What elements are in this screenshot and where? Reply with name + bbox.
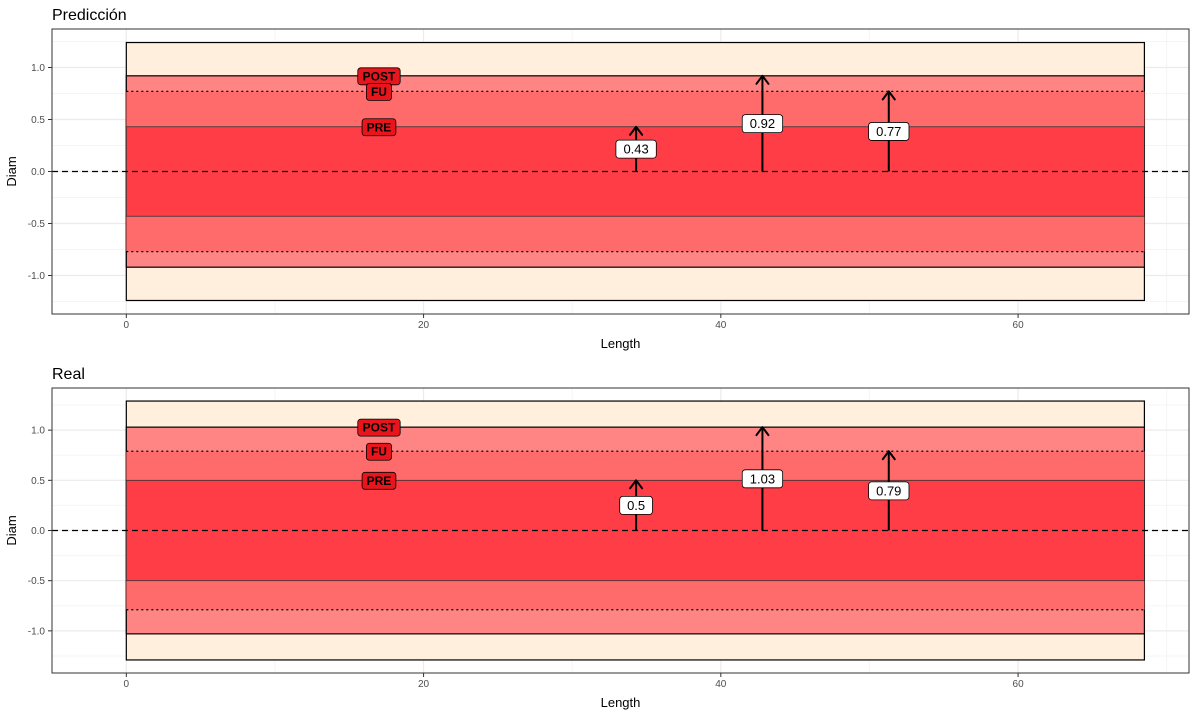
value-label-box (868, 122, 910, 141)
value-label-box (741, 469, 784, 489)
x-tick-label: 20 (418, 679, 430, 690)
panel-title: Predicción (52, 7, 127, 24)
arrow-head (881, 90, 896, 101)
y-tick-label: 1.0 (31, 63, 45, 74)
y-tick-label: 0.5 (31, 115, 45, 126)
x-tick-label: 60 (1013, 679, 1025, 690)
value-label-box (741, 114, 784, 134)
panel-2: Real 0.5 1.03 0.79 POST FU PRE 0 20 40 60 -1.0 -0.5 0… (4, 366, 1190, 710)
y-tick-label: -0.5 (28, 219, 46, 230)
arrow-head (755, 426, 770, 437)
series-label-pre: PRE (367, 120, 392, 134)
value-label-box (619, 496, 653, 515)
arrow-head (881, 450, 896, 461)
arrow-head (755, 74, 770, 85)
value-label: 0.77 (876, 124, 901, 139)
y-tick-label: -1.0 (28, 626, 46, 637)
y-axis-title: Diam (4, 156, 19, 186)
value-label-box (868, 481, 910, 501)
x-tick-label: 40 (715, 320, 727, 331)
value-label: 0.5 (627, 498, 645, 513)
arrow-head (629, 125, 644, 136)
value-label: 0.92 (750, 116, 775, 131)
series-label-box (365, 83, 392, 101)
y-tick-label: 0.0 (31, 526, 45, 537)
series-label-fu: FU (371, 85, 387, 99)
series-label-fu: FU (371, 445, 387, 459)
series-label-post: POST (363, 421, 396, 435)
y-axis-title: Diam (4, 515, 19, 545)
series-label-box (361, 118, 397, 137)
series-label-pre: PRE (367, 474, 392, 488)
x-tick-label: 0 (124, 679, 130, 690)
y-tick-label: 0.5 (31, 476, 45, 487)
value-label: 0.43 (623, 142, 648, 157)
value-label-box (615, 139, 657, 159)
series-label-box (361, 471, 397, 490)
x-tick-label: 60 (1013, 320, 1025, 331)
panel-1: Predicción 0.43 0.92 0.77 POST FU PRE 0 20 40 60 -1… (4, 7, 1190, 351)
y-tick-label: 1.0 (31, 426, 45, 437)
series-label-box (357, 418, 401, 437)
value-label: 0.79 (876, 483, 901, 498)
y-tick-label: -0.5 (28, 576, 46, 587)
x-tick-label: 0 (124, 320, 130, 331)
x-axis-title: Length (601, 336, 641, 351)
arrow-head (629, 479, 644, 490)
series-label-box (365, 442, 392, 461)
x-tick-label: 40 (715, 679, 727, 690)
value-label: 1.03 (750, 471, 775, 486)
y-tick-label: 0.0 (31, 167, 45, 178)
x-tick-label: 20 (418, 320, 430, 331)
y-tick-label: -1.0 (28, 271, 46, 282)
panel-title: Real (52, 366, 85, 383)
x-axis-title: Length (601, 695, 641, 710)
series-label-post: POST (363, 69, 396, 83)
